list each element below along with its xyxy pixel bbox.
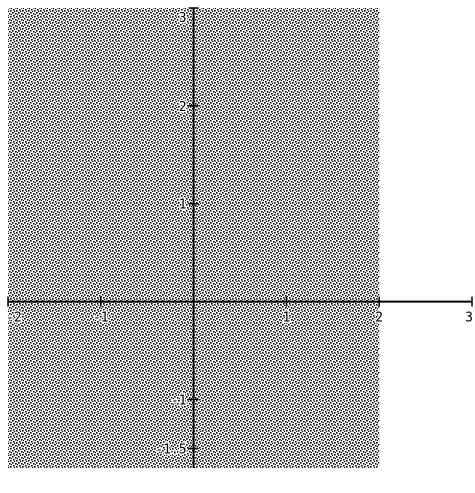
y-tick-label: -1 [171,393,187,408]
y-tick-label: 2 [179,100,187,115]
x-tick-label: 2 [375,311,383,326]
x-tick-group: -2 -1 1 2 3 [5,296,474,327]
y-tick-label: 3 [179,11,187,26]
x-tick-label: -2 [6,311,22,326]
x-tick-label: 3 [465,311,473,326]
x-tick-label: 1 [282,311,290,326]
y-tick-label: -1.5 [155,442,186,457]
y-tick-label: 1 [179,198,187,213]
x-tick-label: -1 [93,311,109,326]
y-tick-group: 3 2 1 -1 -1.5 [154,7,199,459]
